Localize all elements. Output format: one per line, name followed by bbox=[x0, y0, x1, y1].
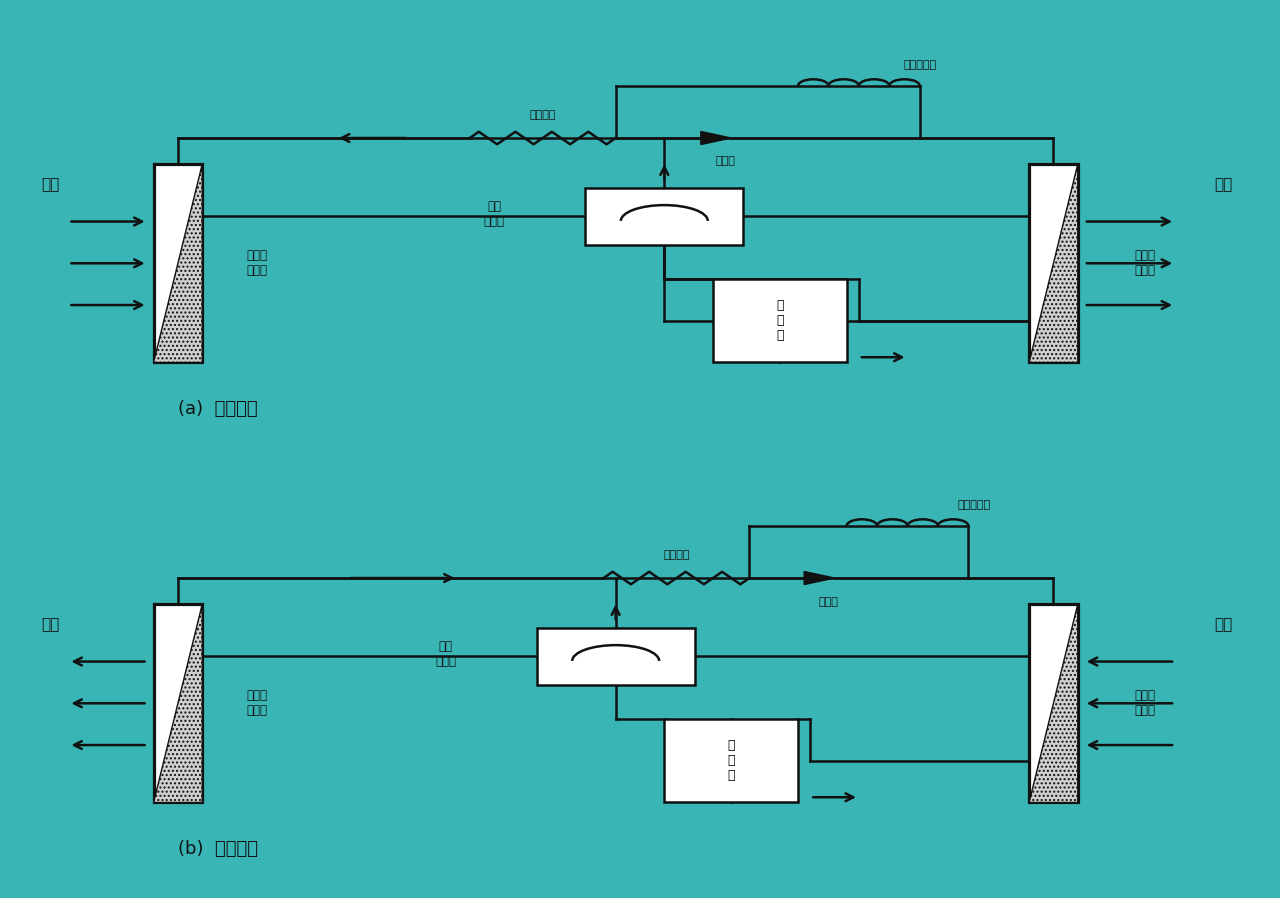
Text: 散热: 散热 bbox=[41, 618, 59, 632]
Bar bbox=[1029, 164, 1078, 363]
Bar bbox=[154, 604, 202, 803]
Polygon shape bbox=[1029, 164, 1078, 363]
Text: 室内侧
换热器: 室内侧 换热器 bbox=[247, 250, 268, 277]
Text: 散热: 散热 bbox=[1215, 178, 1233, 192]
Text: 室外侧
换热器: 室外侧 换热器 bbox=[1134, 250, 1155, 277]
Bar bbox=[585, 188, 744, 245]
Text: 四通
换向阀: 四通 换向阀 bbox=[435, 639, 456, 668]
Text: (a)  制冷循环: (a) 制冷循环 bbox=[178, 401, 257, 418]
Bar bbox=[154, 164, 202, 363]
Text: 室外侧
换热器: 室外侧 换热器 bbox=[1134, 690, 1155, 718]
Polygon shape bbox=[154, 164, 202, 363]
Polygon shape bbox=[701, 131, 731, 145]
Text: 压
缩
机: 压 缩 机 bbox=[727, 739, 735, 782]
Text: 单向阀: 单向阀 bbox=[716, 156, 735, 166]
Text: 辅助毛细管: 辅助毛细管 bbox=[904, 60, 936, 70]
Text: 室内侧
换热器: 室内侧 换热器 bbox=[247, 690, 268, 718]
Polygon shape bbox=[1029, 604, 1078, 803]
Polygon shape bbox=[804, 571, 835, 585]
Bar bbox=[713, 279, 847, 363]
Text: 辅助毛细管: 辅助毛细管 bbox=[957, 500, 991, 510]
Bar bbox=[664, 719, 799, 803]
Bar bbox=[1029, 604, 1078, 803]
Text: 压
缩
机: 压 缩 机 bbox=[776, 299, 783, 342]
Polygon shape bbox=[154, 604, 202, 803]
Text: 吸热: 吸热 bbox=[1215, 618, 1233, 632]
Text: (b)  制热循环: (b) 制热循环 bbox=[178, 841, 259, 858]
Text: 四通
换向阀: 四通 换向阀 bbox=[484, 199, 504, 228]
Bar bbox=[536, 628, 695, 685]
Text: 单向阀: 单向阀 bbox=[818, 596, 838, 606]
Text: 主毛细管: 主毛细管 bbox=[663, 550, 690, 559]
Text: 主毛细管: 主毛细管 bbox=[530, 110, 556, 119]
Text: 吸热: 吸热 bbox=[41, 178, 59, 192]
